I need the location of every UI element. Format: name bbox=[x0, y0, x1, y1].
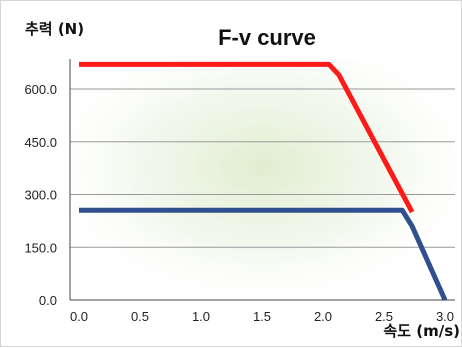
x-tick-label-0: 0.0 bbox=[70, 309, 88, 324]
y-tick-label-4: 600.0 bbox=[24, 82, 57, 97]
y-tick-label-1: 150.0 bbox=[24, 240, 57, 255]
x-tick-label-3: 1.5 bbox=[253, 309, 271, 324]
y-tick-label-0: 0.0 bbox=[39, 293, 57, 308]
axes bbox=[69, 59, 455, 301]
plot-area bbox=[70, 59, 455, 300]
x-tick-label-1: 0.5 bbox=[131, 309, 149, 324]
series-lines bbox=[79, 61, 448, 302]
series-line-1 bbox=[79, 61, 415, 214]
series-line-2 bbox=[79, 207, 448, 302]
y-tick-label-3: 450.0 bbox=[24, 135, 57, 150]
x-tick-label-2: 1.0 bbox=[192, 309, 210, 324]
gridlines bbox=[70, 88, 455, 248]
chart-title: F-v curve bbox=[218, 25, 316, 50]
x-tick-label-5: 2.5 bbox=[375, 309, 393, 324]
tick-labels: 0.0 150.0 300.0 450.0 600.0 0.0 0.5 1.0 1.5 2.0 2.… bbox=[24, 82, 454, 324]
y-axis-title: 추력 (N) bbox=[25, 20, 84, 38]
y-tick-label-2: 300.0 bbox=[24, 188, 57, 203]
x-tick-label-6: 3.0 bbox=[436, 309, 454, 324]
x-tick-label-4: 2.0 bbox=[314, 309, 332, 324]
x-axis-title: 속도 (m/s) bbox=[383, 322, 460, 340]
